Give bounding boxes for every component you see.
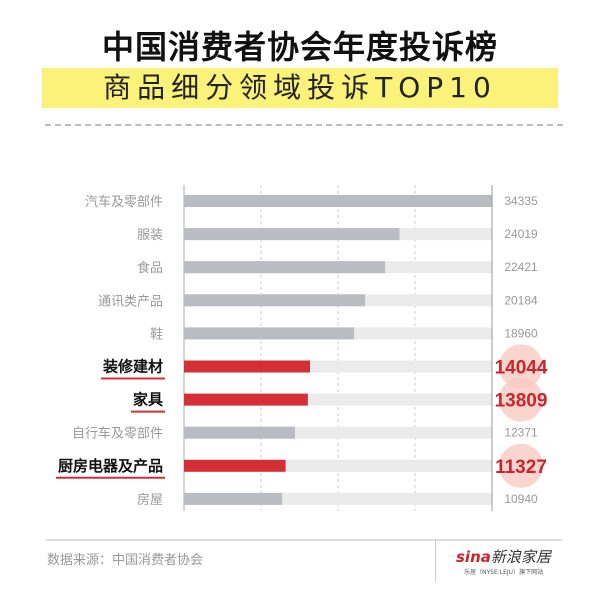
category-label: 通讯类产品 <box>98 294 163 309</box>
bar <box>184 393 308 406</box>
bar <box>184 327 355 340</box>
category-label: 服装 <box>137 228 163 243</box>
chart-subtitle: 商品细分领域投诉TOP10 <box>103 71 497 104</box>
logo-name: 新浪家居 <box>490 548 551 566</box>
value-label: 11327 <box>495 457 547 478</box>
bar <box>184 459 286 472</box>
category-label: 自行车及零部件 <box>72 426 163 442</box>
value-highlight-circle <box>499 344 543 389</box>
bar <box>184 426 295 439</box>
value-label: 24019 <box>504 227 538 241</box>
bar <box>184 360 310 373</box>
value-label: 20184 <box>504 293 538 307</box>
bar <box>184 195 492 207</box>
bar <box>184 294 366 307</box>
value-label: 34335 <box>504 194 538 208</box>
bar <box>184 492 283 505</box>
divider <box>45 124 563 126</box>
value-highlight-circle <box>499 443 543 488</box>
category-label: 食品 <box>137 260 163 276</box>
bar <box>184 228 400 241</box>
category-label: 汽车及零部件 <box>85 194 163 210</box>
chart-title: 中国消费者协会年度投诉榜 <box>101 28 498 66</box>
value-label: 18960 <box>504 326 538 340</box>
category-label: 厨房电器及产品 <box>58 457 163 475</box>
logo-sub: 乐居（NYSE:LEJU）旗下网站 <box>464 569 544 576</box>
value-label: 12371 <box>504 426 538 440</box>
value-highlight-circle <box>499 377 543 422</box>
subtitle-band: 商品细分领域投诉TOP10 <box>42 68 558 108</box>
bar <box>184 261 386 274</box>
bar-chart: 汽车及零部件 34335 服装 24019 食品 22421 通讯类产品 20184 鞋 1896… <box>55 185 548 511</box>
logo-brand: sina <box>456 548 491 566</box>
value-label: 10940 <box>504 492 538 506</box>
category-label: 房屋 <box>137 492 163 508</box>
value-label: 13809 <box>495 391 548 412</box>
sina-logo: sina新浪家居 乐居（NYSE:LEJU）旗下网站 <box>456 546 551 576</box>
footer-separator <box>435 540 436 582</box>
value-label: 22421 <box>504 260 538 274</box>
value-label: 14044 <box>495 358 548 379</box>
category-label: 家具 <box>133 391 163 409</box>
data-source: 数据来源：中国消费者协会 <box>47 553 204 568</box>
category-label: 装修建材 <box>102 358 163 376</box>
category-label: 鞋 <box>150 326 163 342</box>
footer-divider <box>46 539 562 541</box>
